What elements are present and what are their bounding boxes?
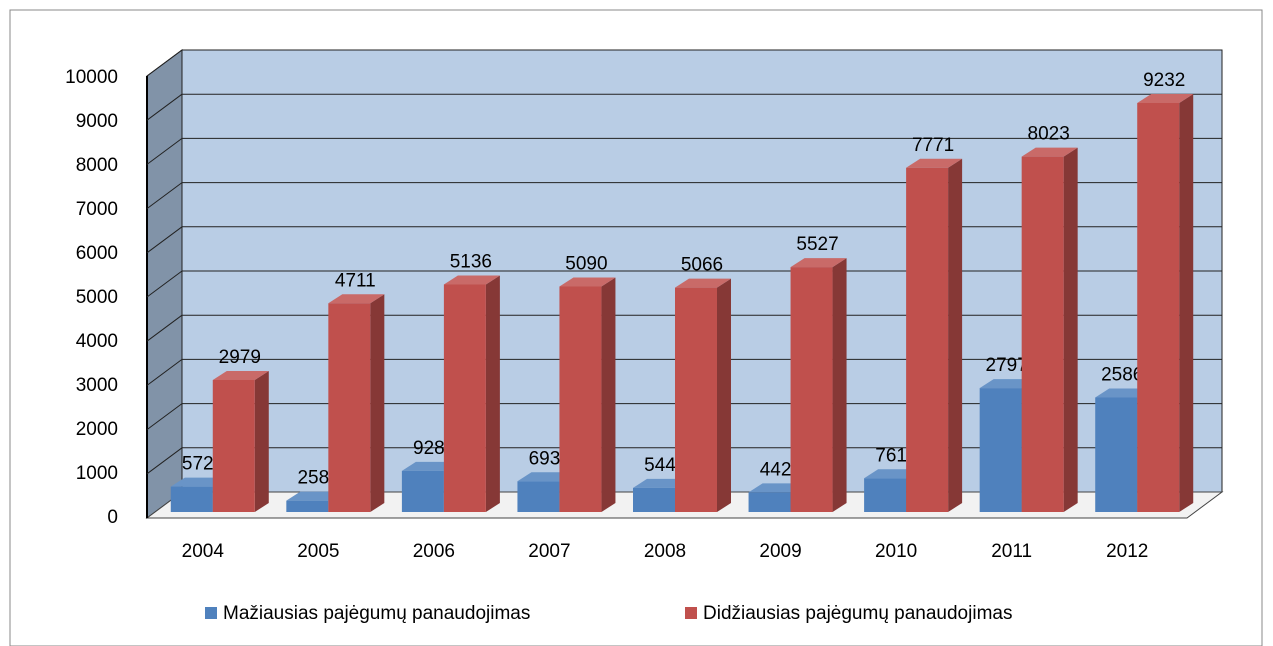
bar-front (212, 380, 255, 512)
y-tick-label: 8000 (76, 155, 118, 176)
bar-front (328, 303, 371, 512)
legend-label: Mažiausias pajėgumų panaudojimas (223, 603, 530, 624)
data-label: 2979 (219, 347, 261, 368)
bar (328, 294, 385, 512)
bar-side (1063, 147, 1078, 512)
y-tick-label: 3000 (76, 375, 118, 396)
bar-top (328, 294, 385, 304)
bar-front (979, 388, 1022, 512)
bar-side (601, 277, 616, 512)
bar-front (864, 478, 907, 512)
bar-top (212, 371, 269, 381)
x-tick-label: 2008 (644, 541, 686, 562)
data-label: 5090 (565, 254, 607, 275)
grid-line (146, 358, 183, 386)
bar-top (979, 379, 1036, 389)
grid-line (146, 270, 183, 298)
grid-line (146, 447, 183, 475)
bar-top (906, 158, 963, 168)
bar-side (948, 158, 963, 513)
y-tick-label: 4000 (76, 331, 118, 352)
bar-front (906, 167, 949, 513)
data-label: 761 (875, 445, 907, 466)
data-label: 928 (413, 438, 445, 459)
bar-front (633, 487, 675, 512)
grid-line (146, 93, 183, 121)
y-tick-label: 6000 (76, 243, 118, 264)
data-label: 5066 (681, 255, 723, 276)
bar-front (1095, 397, 1138, 512)
bar-top (675, 278, 731, 288)
y-tick-label: 1000 (76, 463, 118, 484)
y-tick-label: 9000 (76, 111, 118, 132)
bar-front (1137, 103, 1180, 512)
bar-front (790, 267, 833, 512)
bar-top (443, 275, 500, 285)
bar (675, 278, 731, 512)
x-tick-label: 2006 (413, 541, 455, 562)
data-label: 2797 (986, 355, 1028, 376)
x-tick-label: 2007 (528, 541, 570, 562)
bar-side (254, 371, 269, 512)
data-label: 572 (182, 454, 214, 475)
bar-side (832, 258, 847, 512)
x-tick-label: 2011 (991, 541, 1032, 562)
bar (1021, 147, 1078, 512)
bar-front (170, 486, 213, 512)
grid-line (146, 137, 183, 165)
grid-line (146, 403, 183, 431)
bar (906, 158, 963, 513)
grid-line (146, 314, 183, 342)
bar (443, 275, 500, 512)
bar (790, 258, 847, 512)
data-label: 442 (760, 459, 792, 480)
bar-top (559, 277, 616, 287)
grid-line (146, 226, 183, 254)
data-label: 4711 (335, 270, 376, 291)
legend-swatch (685, 607, 697, 619)
x-tick-label: 2010 (875, 541, 917, 562)
grid-line (146, 49, 183, 77)
bar-front (1021, 156, 1064, 512)
bar-front (559, 286, 602, 512)
x-tick-label: 2004 (182, 541, 225, 562)
bar (559, 277, 616, 512)
data-label: 2586 (1101, 364, 1143, 385)
legend-swatch (205, 607, 217, 619)
x-tick-label: 2012 (1106, 541, 1148, 562)
bar-top (790, 258, 847, 268)
bar-side (1179, 94, 1194, 512)
bar-front (748, 492, 791, 512)
bar-top (1137, 94, 1194, 104)
x-tick-label: 2009 (759, 541, 801, 562)
bar-front (517, 481, 560, 512)
data-label: 5527 (796, 234, 838, 255)
bar-front (401, 470, 444, 512)
y-tick-label: 10000 (65, 67, 118, 88)
data-label: 693 (529, 448, 561, 469)
y-tick-label: 0 (107, 507, 118, 528)
x-tick-label: 2005 (297, 541, 339, 562)
bar-front (443, 284, 486, 512)
data-label: 258 (297, 468, 329, 489)
data-label: 8023 (1028, 124, 1070, 145)
y-tick-label: 2000 (76, 419, 118, 440)
data-label: 5136 (450, 251, 492, 272)
data-label: 9232 (1143, 70, 1185, 91)
bar-side (370, 294, 385, 512)
data-label: 544 (644, 455, 676, 476)
bar-side (485, 275, 500, 512)
data-label: 7771 (912, 135, 954, 156)
bar-side (717, 278, 731, 512)
bar (212, 371, 269, 512)
bar-top (1021, 147, 1078, 157)
bar (1137, 94, 1194, 512)
bar-front (675, 287, 717, 512)
y-tick-label: 7000 (76, 199, 118, 220)
bar-front (286, 500, 329, 512)
grid-line (146, 182, 183, 210)
y-tick-label: 5000 (76, 287, 118, 308)
legend-label: Didžiausias pajėgumų panaudojimas (703, 603, 1012, 624)
